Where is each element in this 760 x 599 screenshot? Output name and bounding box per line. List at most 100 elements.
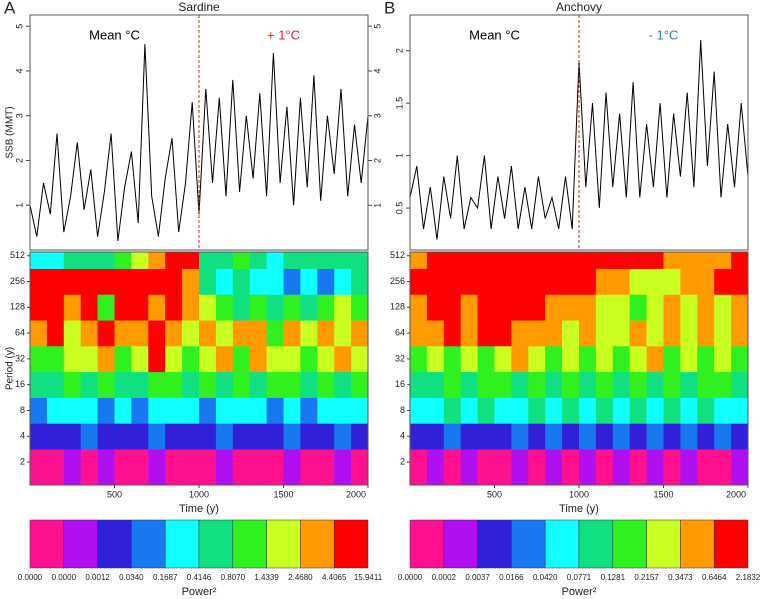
power-cell (351, 397, 369, 424)
power-cell (460, 252, 478, 269)
power-cell (165, 252, 183, 269)
power-cell (612, 346, 630, 373)
power-cell (579, 371, 597, 398)
power-cell (579, 449, 597, 486)
power-cell (646, 423, 664, 450)
power-cell (80, 268, 98, 295)
annotation: + 1°C (267, 27, 300, 42)
power-cell (663, 449, 681, 486)
power-cell (215, 294, 234, 321)
power-cell (300, 449, 318, 486)
colorbar-swatch (578, 519, 614, 569)
power-cell (266, 423, 284, 450)
power-cell (63, 252, 81, 269)
colorbar-tick-label: 0.0340 (119, 573, 144, 582)
power-cell (215, 449, 234, 486)
y-tick-label: 5 (14, 24, 24, 29)
power-cell (528, 371, 546, 398)
colorbar-tick-label: 0.8070 (221, 573, 246, 582)
power-cell (629, 346, 647, 373)
power-cell (477, 346, 495, 373)
power-cell (494, 397, 512, 424)
power-cell (266, 252, 284, 269)
power-cell (114, 320, 132, 347)
power-cell (629, 397, 647, 424)
y-tick-label: 64 (15, 327, 25, 337)
y-tick-label: 1 (394, 153, 404, 158)
power-cell (562, 423, 580, 450)
power-cell (97, 294, 115, 321)
power-cell (182, 268, 200, 295)
power-cell (579, 294, 597, 321)
power-cell (494, 320, 512, 347)
power-cell (477, 268, 495, 295)
x-tick-label: 500 (487, 489, 502, 499)
power-cell (30, 371, 48, 398)
power-cell (663, 268, 681, 295)
power-cell (612, 294, 630, 321)
power-cell (528, 294, 546, 321)
colorbar-tick-label: 0.0420 (533, 573, 558, 582)
power-cell (317, 252, 335, 269)
power-cell (612, 320, 630, 347)
power-cell (30, 397, 48, 424)
power-cell (545, 449, 563, 486)
power-cell (714, 371, 732, 398)
power-cell (443, 449, 461, 486)
annotation: - 1°C (649, 27, 679, 42)
power-cell (663, 346, 681, 373)
panel-letter: A (4, 0, 16, 17)
power-cell (114, 346, 132, 373)
colorbar-swatch (300, 519, 335, 569)
power-cell (410, 320, 428, 347)
power-cell (30, 294, 48, 321)
power-cell (663, 320, 681, 347)
power-cell (697, 320, 715, 347)
power-cell (148, 294, 166, 321)
power-cell (131, 371, 149, 398)
power-cell (426, 268, 445, 295)
y-tick-label: 1 (14, 203, 24, 208)
power-cell (80, 346, 98, 373)
power-cell (249, 252, 267, 269)
colorbar-swatch (477, 519, 512, 569)
power-cell (443, 252, 461, 269)
power-cell (426, 423, 445, 450)
power-cell (199, 320, 217, 347)
power-cell (562, 320, 580, 347)
power-cell (410, 252, 428, 269)
power-cell (646, 294, 664, 321)
power-cell (199, 346, 217, 373)
colorbar-swatch (63, 519, 98, 569)
power-cell (249, 423, 267, 450)
y-tick-label: 8 (400, 405, 405, 415)
power-cell (114, 397, 132, 424)
power-cell (148, 423, 166, 450)
colorbar-tick-label: 0.4146 (187, 573, 212, 582)
power-cell (215, 346, 234, 373)
power-cell (80, 449, 98, 486)
power-cell (317, 346, 335, 373)
power-cell (182, 320, 200, 347)
power-cell (215, 252, 234, 269)
y-tick-label: 2 (394, 48, 404, 53)
annotation: Mean °C (469, 27, 520, 42)
power-cell (680, 346, 698, 373)
power-cell (629, 294, 647, 321)
power-cell (714, 294, 732, 321)
power-cell (165, 294, 183, 321)
power-cell (165, 320, 183, 347)
power-cell (114, 252, 132, 269)
power-cell (579, 320, 597, 347)
power-cell (46, 371, 65, 398)
chart-title: Anchovy (556, 0, 602, 14)
power-cell (182, 294, 200, 321)
power-cell (131, 449, 149, 486)
power-cell (714, 346, 732, 373)
power-cell (182, 371, 200, 398)
power-cell (131, 346, 149, 373)
power-cell (663, 252, 681, 269)
x-tick-label: 1500 (653, 489, 673, 499)
power-cell (46, 268, 65, 295)
colorbar-swatch (680, 519, 715, 569)
